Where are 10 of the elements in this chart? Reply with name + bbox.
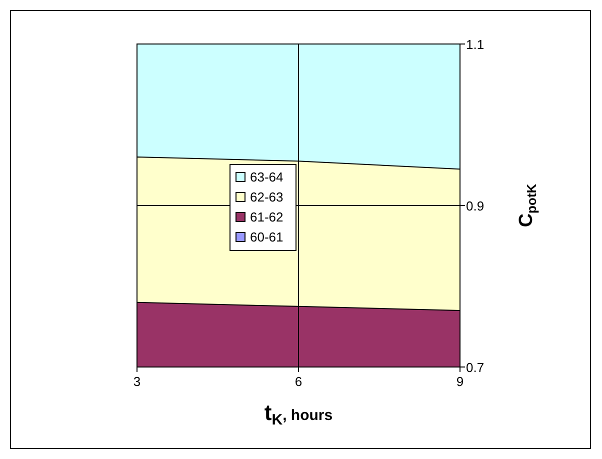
legend-label: 61-62 <box>250 210 284 224</box>
legend-label: 62-63 <box>250 190 284 204</box>
x-tick-label: 6 <box>294 374 302 389</box>
legend-label: 60-61 <box>250 230 284 244</box>
x-tick-label: 9 <box>456 374 464 389</box>
y-tick-label: 1.1 <box>466 37 484 52</box>
x-tick-label: 3 <box>133 374 141 389</box>
legend-label: 63-64 <box>250 170 284 184</box>
y-tick-label: 0.7 <box>466 360 484 375</box>
y-tick-label: 0.9 <box>466 198 484 214</box>
